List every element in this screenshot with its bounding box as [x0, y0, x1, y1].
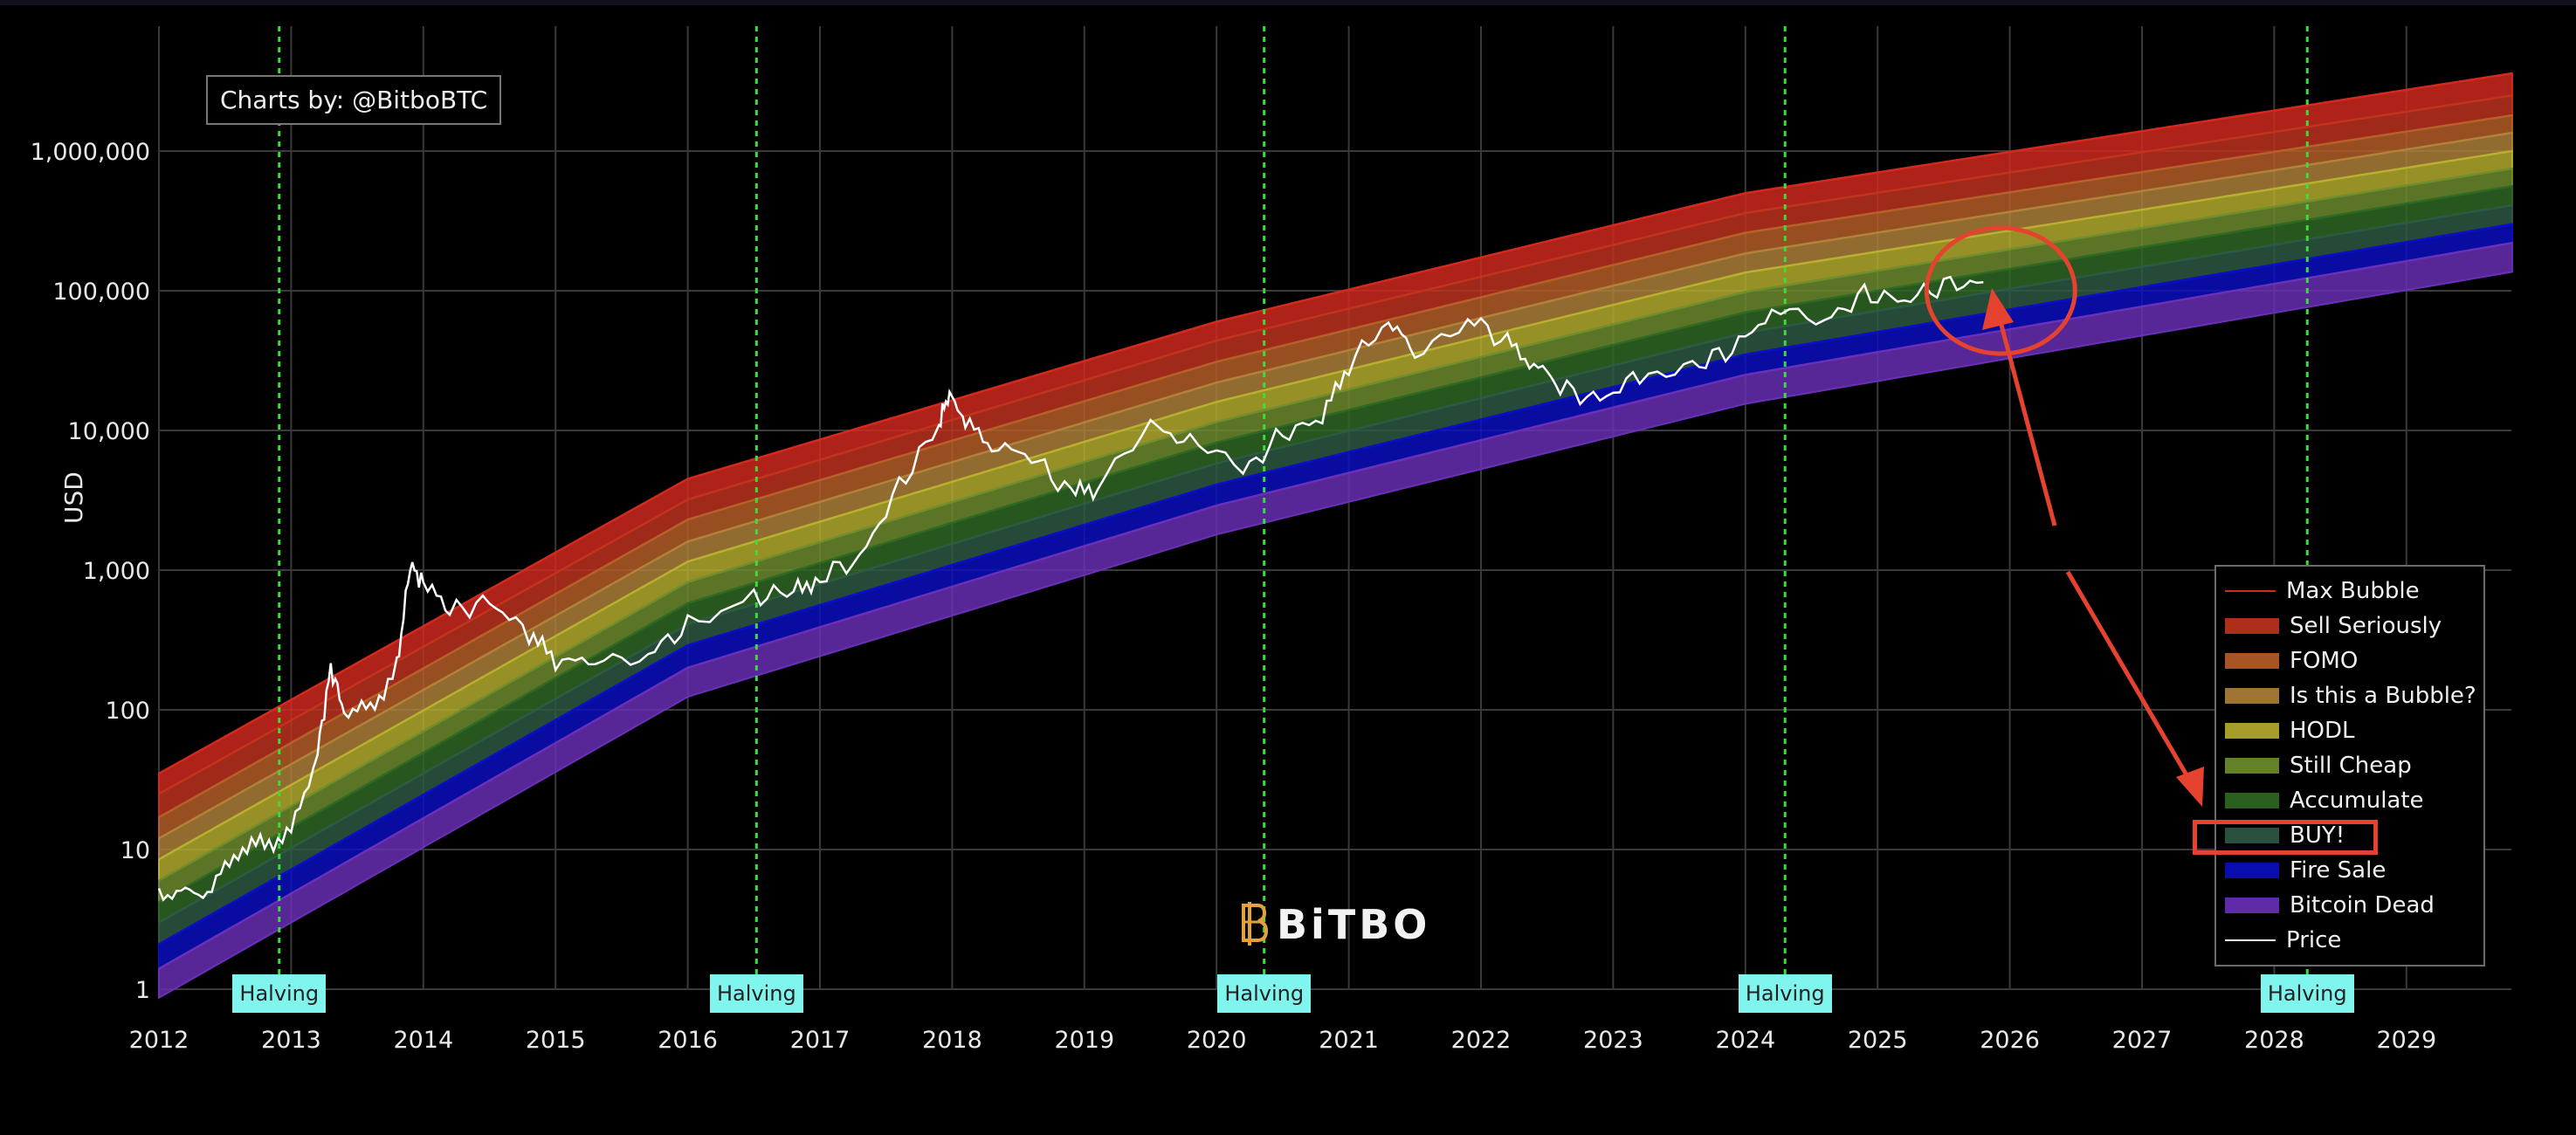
chart-credit: Charts by: @BitboBTC: [206, 75, 502, 125]
band-boundary-line: [158, 167, 2513, 882]
x-tick-label: 2013: [261, 1027, 321, 1054]
legend-item-bitcoin-dead: Bitcoin Dead: [2225, 890, 2435, 921]
halving-label: Halving: [1738, 974, 1832, 1013]
halving-label: Halving: [1217, 974, 1312, 1013]
legend-label: HODL: [2290, 718, 2355, 744]
legend-label: Bitcoin Dead: [2290, 892, 2435, 918]
legend-label: Is this a Bubble?: [2290, 683, 2476, 709]
legend-item-is-this-a-bubble-: Is this a Bubble?: [2225, 680, 2476, 712]
legend-swatch: [2225, 758, 2279, 774]
halving-label: Halving: [709, 974, 803, 1013]
x-tick-label: 2020: [1187, 1027, 1247, 1054]
x-tick-label: 2022: [1451, 1027, 1512, 1054]
x-tick-label: 2016: [658, 1027, 718, 1054]
legend-swatch: [2225, 828, 2279, 843]
x-tick-label: 2014: [393, 1027, 453, 1054]
y-tick-label: 10: [121, 837, 150, 864]
x-tick-label: 2018: [922, 1027, 982, 1054]
band-boundary-line: [158, 94, 2513, 795]
x-tick-label: 2023: [1583, 1027, 1643, 1054]
buy-highlight-box: [2193, 820, 2378, 855]
legend-swatch: [2225, 590, 2276, 592]
legend-swatch: [2225, 793, 2279, 808]
bitbo-logo: BiTBO: [1238, 901, 1430, 948]
band-boundary-line: [158, 114, 2513, 819]
band-boundary-line: [158, 131, 2513, 840]
band-boundary-line: [158, 72, 2513, 775]
legend-item-max-bubble: Max Bubble: [2225, 575, 2420, 607]
legend-item-price: Price: [2225, 925, 2341, 956]
legend-swatch: [2225, 939, 2276, 941]
legend-item-fire-sale: Fire Sale: [2225, 855, 2386, 886]
arrow-icon: [2065, 570, 2194, 786]
legend-label: Still Cheap: [2290, 753, 2412, 779]
y-axis-label: USD: [59, 471, 88, 524]
legend-item-sell-seriously: Sell Seriously: [2225, 610, 2442, 642]
band-boundary-line: [158, 149, 2513, 861]
legend-label: Price: [2286, 927, 2342, 953]
legend-label: Accumulate: [2290, 788, 2424, 814]
legend-item-accumulate: Accumulate: [2225, 785, 2424, 816]
chart-legend: Max Bubble Sell Seriously FOMO Is this a Bu…: [2214, 565, 2485, 966]
band-boundary-line: [158, 241, 2513, 970]
legend-label: BUY!: [2290, 822, 2345, 849]
x-tick-label: 2029: [2376, 1027, 2436, 1054]
x-tick-label: 2025: [1848, 1027, 1908, 1054]
circle-icon: [1924, 225, 2077, 356]
x-tick-label: 2027: [2112, 1027, 2173, 1054]
y-tick-label: 1,000,000: [31, 139, 150, 166]
band-boundary-line: [158, 203, 2513, 924]
legend-label: Sell Seriously: [2290, 613, 2442, 639]
halving-label: Halving: [2260, 974, 2354, 1013]
price-line: [157, 275, 1984, 902]
legend-swatch: [2225, 653, 2279, 669]
arrow-icon: [1997, 318, 2057, 526]
bitbo-b-logo-icon: [1242, 902, 1268, 946]
legend-item-hodl: HODL: [2225, 715, 2355, 746]
x-tick-label: 2019: [1054, 1027, 1114, 1054]
band-boundary-line: [158, 185, 2513, 904]
logo-text: BiTBO: [1277, 901, 1431, 948]
y-tick-label: 100: [105, 698, 150, 725]
legend-swatch: [2225, 688, 2279, 704]
arrow-icon: [1982, 288, 2014, 330]
arrow-icon: [2176, 767, 2204, 807]
legend-swatch: [2225, 863, 2279, 878]
legend-swatch: [2225, 898, 2279, 913]
legend-item-still-cheap: Still Cheap: [2225, 750, 2412, 781]
x-tick-label: 2012: [129, 1027, 189, 1054]
legend-label: Max Bubble: [2286, 578, 2420, 604]
x-tick-label: 2024: [1715, 1027, 1775, 1054]
band-boundary-line: [158, 223, 2513, 946]
legend-swatch: [2225, 723, 2279, 739]
legend-label: Fire Sale: [2290, 857, 2387, 884]
x-tick-label: 2028: [2244, 1027, 2304, 1054]
y-tick-label: 1,000: [83, 558, 150, 585]
legend-swatch: [2225, 618, 2279, 634]
x-tick-label: 2021: [1319, 1027, 1379, 1054]
top-bar: [0, 0, 2576, 5]
legend-label: FOMO: [2290, 648, 2359, 674]
x-tick-label: 2015: [526, 1027, 586, 1054]
y-tick-label: 1: [135, 977, 150, 1004]
legend-item-fomo: FOMO: [2225, 645, 2358, 677]
y-tick-label: 10,000: [68, 418, 150, 445]
x-tick-label: 2017: [790, 1027, 851, 1054]
x-tick-label: 2026: [1980, 1027, 2040, 1054]
halving-label: Halving: [232, 974, 327, 1013]
y-tick-label: 100,000: [52, 279, 150, 306]
legend-item-buy-: BUY!: [2225, 820, 2345, 851]
